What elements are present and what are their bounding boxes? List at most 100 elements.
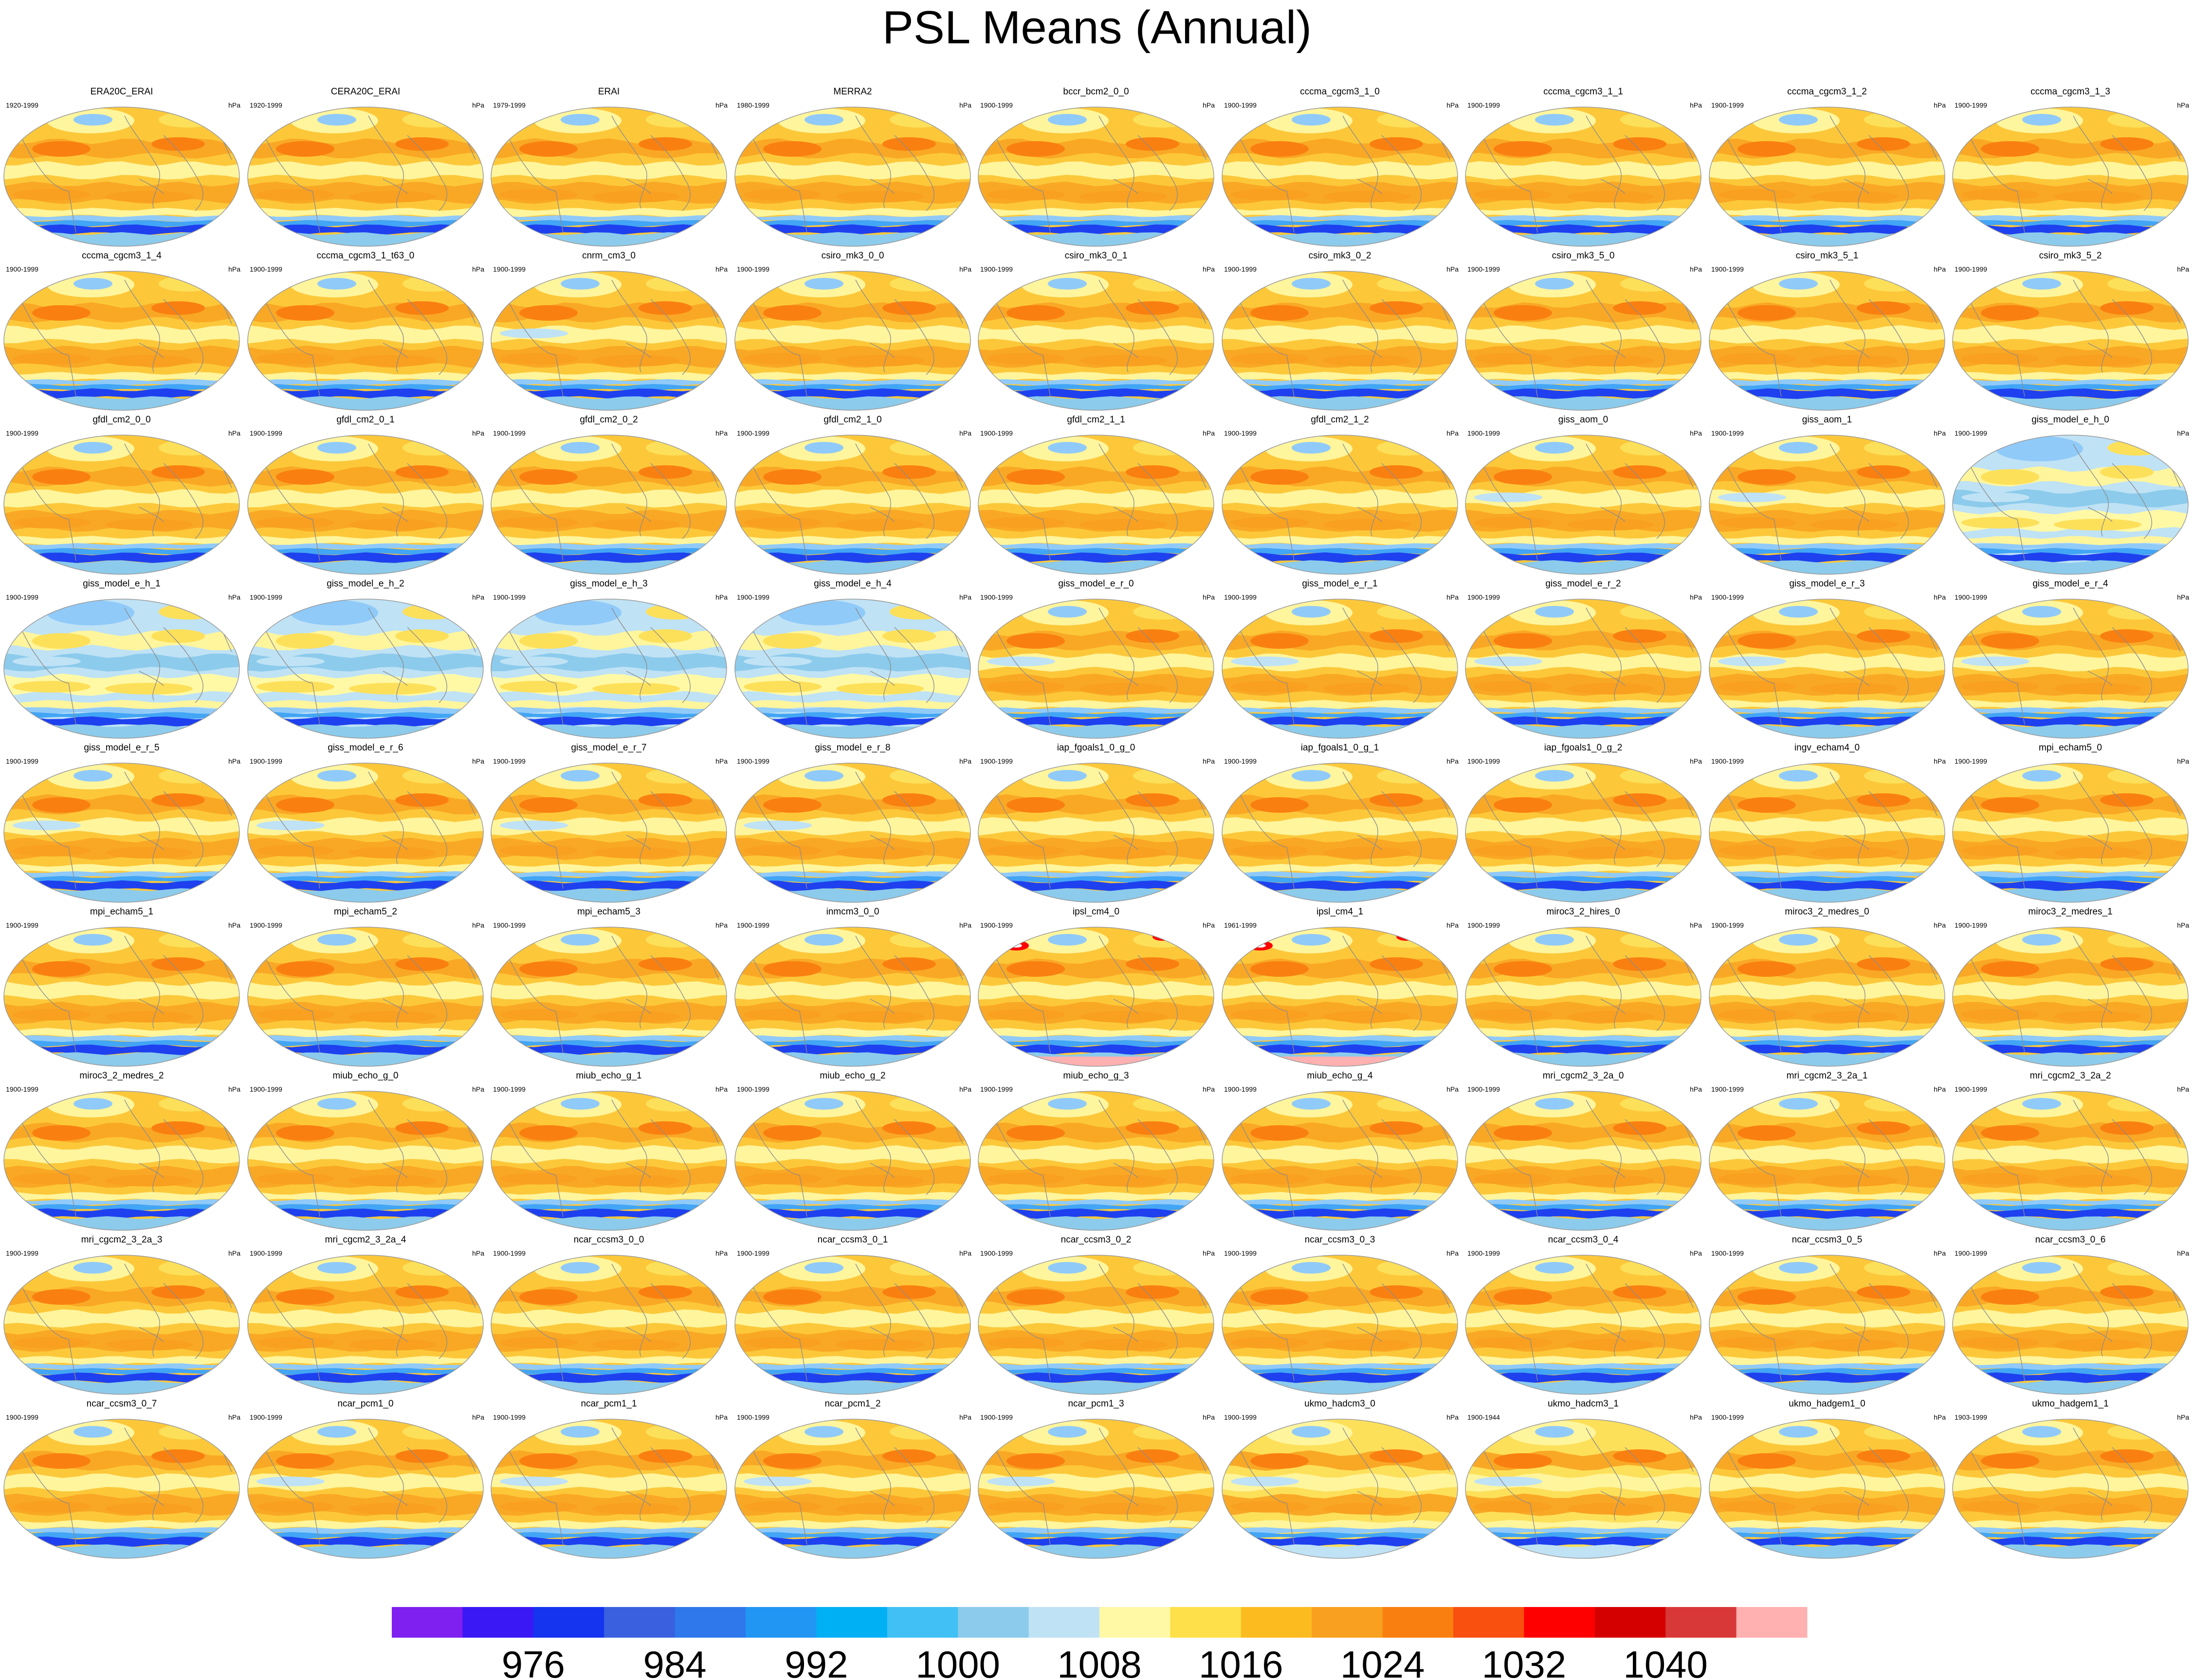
panel-units: hPa (228, 1249, 240, 1257)
panel-years: 1900-1999 (1711, 921, 1744, 929)
pressure-field (1953, 1255, 2188, 1394)
panel-years: 1900-1999 (737, 1413, 769, 1421)
panel-years: 1979-1999 (493, 101, 526, 109)
panel-years: 1900-1999 (6, 593, 38, 601)
panel-title: miub_echo_g_2 (820, 1071, 886, 1081)
map-panel: giss_model_e_h_2 1900-1999 hPa (247, 579, 490, 744)
panel-units: hPa (472, 1085, 484, 1093)
map-plot (1465, 1255, 1701, 1395)
pressure-field (978, 107, 1214, 246)
map-plot (3, 1091, 240, 1231)
panel-years: 1900-1999 (980, 757, 1013, 765)
map-plot (734, 927, 971, 1067)
map-plot (3, 1419, 240, 1559)
map-panel: cccma_cgcm3_1_3 1900-1999 hPa (1952, 87, 2194, 252)
panel-years: 1900-1999 (1224, 1413, 1257, 1421)
map-panel: giss_model_e_h_3 1900-1999 hPa (490, 579, 733, 744)
panel-title: giss_model_e_r_6 (328, 743, 403, 753)
panel-title: mri_cgcm2_3_2a_2 (2029, 1071, 2111, 1081)
panel-title: ipsl_cm4_1 (1316, 907, 1364, 917)
map-panel: giss_model_e_r_0 1900-1999 hPa (977, 579, 1221, 744)
panel-years: 1900-1999 (250, 1249, 282, 1257)
map-panel: csiro_mk3_5_2 1900-1999 hPa (1952, 251, 2194, 416)
panel-years: 1900-1999 (6, 265, 38, 273)
pressure-field (1953, 599, 2188, 738)
pressure-field (1222, 435, 1458, 574)
pressure-field (248, 435, 483, 574)
pressure-field (735, 927, 970, 1066)
map-panel: cccma_cgcm3_1_1 1900-1999 hPa (1464, 87, 1708, 252)
map-panel: iap_fgoals1_0_g_2 1900-1999 hPa (1464, 743, 1708, 908)
panel-title: miub_echo_g_4 (1307, 1071, 1373, 1081)
panel-title: miroc3_2_medres_1 (2028, 907, 2113, 917)
panel-units: hPa (228, 1085, 240, 1093)
pressure-field (735, 271, 970, 410)
panel-title: gfdl_cm2_0_0 (92, 415, 151, 425)
map-plot (1952, 1255, 2189, 1395)
panel-title: mpi_echam5_1 (90, 907, 153, 917)
panel-title: mpi_echam5_2 (334, 907, 397, 917)
map-panel: gfdl_cm2_1_2 1900-1999 hPa (1221, 415, 1464, 580)
map-panel: ncar_ccsm3_0_7 1900-1999 hPa (3, 1399, 246, 1564)
map-panel: mri_cgcm2_3_2a_3 1900-1999 hPa (3, 1235, 246, 1400)
panel-title: csiro_mk3_5_2 (2039, 251, 2102, 261)
pressure-field (735, 435, 970, 574)
pressure-field (1953, 927, 2188, 1066)
map-plot (491, 107, 727, 247)
panel-title: miub_echo_g_1 (576, 1071, 642, 1081)
map-panel: csiro_mk3_0_0 1900-1999 hPa (734, 251, 977, 416)
panel-years: 1900-1999 (1955, 921, 1987, 929)
panel-title: giss_model_e_h_2 (327, 579, 404, 589)
panel-units: hPa (715, 921, 728, 929)
map-plot (1222, 927, 1458, 1067)
map-panel: miub_echo_g_3 1900-1999 hPa (977, 1071, 1221, 1236)
panel-years: 1900-1999 (1711, 101, 1744, 109)
panel-units: hPa (472, 101, 484, 109)
panel-years: 1900-1999 (493, 593, 526, 601)
map-panel: giss_model_e_r_5 1900-1999 hPa (3, 743, 246, 908)
panel-years: 1900-1999 (980, 101, 1013, 109)
pressure-field (4, 599, 239, 738)
map-panel: ncar_ccsm3_0_5 1900-1999 hPa (1708, 1235, 1952, 1400)
panel-years: 1900-1999 (493, 265, 526, 273)
panel-units: hPa (1690, 1249, 1702, 1257)
panel-units: hPa (1690, 1085, 1702, 1093)
pressure-field (4, 1419, 239, 1558)
map-panel: csiro_mk3_0_2 1900-1999 hPa (1221, 251, 1464, 416)
panel-title: csiro_mk3_5_1 (1795, 251, 1859, 261)
map-panel: mri_cgcm2_3_2a_2 1900-1999 hPa (1952, 1071, 2194, 1236)
panel-units: hPa (1203, 101, 1215, 109)
map-plot (1222, 435, 1458, 575)
map-panel: ncar_ccsm3_0_4 1900-1999 hPa (1464, 1235, 1708, 1400)
panel-units: hPa (715, 1249, 728, 1257)
map-plot (1952, 435, 2189, 575)
map-plot (1952, 107, 2189, 247)
map-panel: cccma_cgcm3_1_0 1900-1999 hPa (1221, 87, 1464, 252)
map-plot (978, 763, 1214, 903)
map-plot (734, 107, 971, 247)
panel-title: giss_model_e_r_5 (84, 743, 160, 753)
map-panel: miroc3_2_medres_1 1900-1999 hPa (1952, 907, 2194, 1072)
pressure-field (491, 435, 727, 574)
pressure-field (248, 1091, 483, 1230)
map-panel: ipsl_cm4_0 1900-1999 hPa (977, 907, 1221, 1072)
panel-units: hPa (2177, 921, 2189, 929)
map-panel: ukmo_hadcm3_1 1900-1944 hPa (1464, 1399, 1708, 1564)
panel-years: 1900-1999 (6, 1085, 38, 1093)
panel-years: 1900-1999 (1955, 101, 1987, 109)
panel-units: hPa (959, 1413, 971, 1421)
panel-years: 1900-1999 (1955, 593, 1987, 601)
map-plot (247, 763, 484, 903)
map-plot (1709, 107, 1945, 247)
panel-title: cccma_cgcm3_1_4 (82, 251, 162, 261)
panel-title: ncar_ccsm3_0_1 (817, 1235, 888, 1245)
map-panel: iap_fgoals1_0_g_0 1900-1999 hPa (977, 743, 1221, 908)
pressure-field (1709, 107, 1945, 246)
map-panel: ncar_pcm1_3 1900-1999 hPa (977, 1399, 1221, 1564)
map-panel: MERRA2 1980-1999 hPa (734, 87, 977, 252)
map-panel: bccr_bcm2_0_0 1900-1999 hPa (977, 87, 1221, 252)
panel-units: hPa (1446, 1249, 1459, 1257)
panel-units: hPa (1690, 757, 1702, 765)
panel-years: 1900-1999 (980, 265, 1013, 273)
panel-years: 1900-1999 (6, 1249, 38, 1257)
